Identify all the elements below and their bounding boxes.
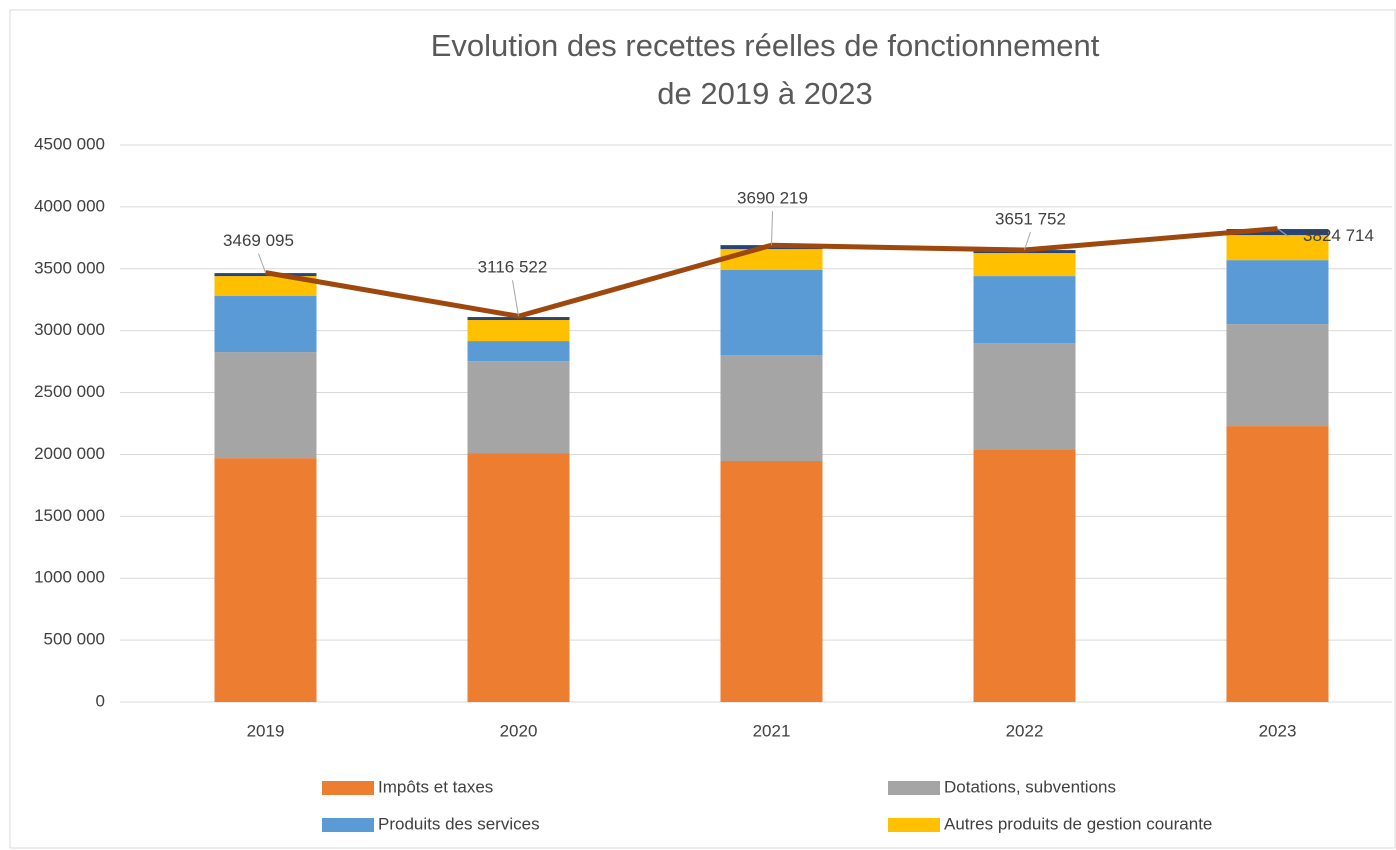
data-label: 3116 522 — [478, 258, 548, 277]
legend-label: Impôts et taxes — [378, 777, 493, 796]
data-label: 3690 219 — [737, 189, 808, 208]
bar-segment — [467, 361, 570, 454]
chart-title: de 2019 à 2023 — [657, 76, 873, 111]
bar-segment — [1226, 229, 1329, 236]
chart-title: Evolution des recettes réelles de foncti… — [431, 28, 1100, 63]
y-tick-label: 4500 000 — [34, 134, 105, 153]
bar-segment — [1226, 260, 1329, 325]
bar-segment — [1226, 426, 1329, 702]
legend-label: Produits des services — [378, 814, 540, 833]
total-line — [265, 226, 1278, 319]
legend-swatch — [322, 781, 374, 795]
bar-segment — [214, 276, 317, 297]
data-label: 3824 714 — [1303, 226, 1374, 245]
y-tick-label: 0 — [96, 691, 105, 710]
bar-segment — [973, 276, 1076, 344]
bar-segment — [973, 253, 1076, 277]
bar-segment — [720, 249, 823, 271]
bar-segment — [467, 453, 570, 702]
y-tick-label: 2000 000 — [34, 444, 105, 463]
leader-line — [258, 253, 266, 273]
y-tick-label: 500 000 — [44, 630, 105, 649]
bar-segment — [720, 355, 823, 462]
y-tick-label: 1500 000 — [34, 506, 105, 525]
data-label: 3651 752 — [995, 209, 1066, 228]
x-tick-label: 2022 — [1006, 721, 1044, 740]
y-tick-label: 4000 000 — [34, 196, 105, 215]
y-tick-label: 1000 000 — [34, 568, 105, 587]
x-tick-label: 2020 — [500, 721, 538, 740]
bar-segment — [1226, 235, 1329, 261]
x-tick-label: 2021 — [753, 721, 791, 740]
legend-label: Autres produits de gestion courante — [944, 814, 1212, 833]
leader-line — [1277, 228, 1289, 237]
bar-segment — [214, 458, 317, 702]
bar-segment — [467, 341, 570, 362]
legend-swatch — [888, 818, 940, 832]
x-tick-label: 2023 — [1259, 721, 1297, 740]
bar-segment — [720, 270, 823, 356]
data-label: 3469 095 — [223, 231, 294, 250]
bar-segment — [1226, 324, 1329, 427]
bar-segment — [214, 296, 317, 353]
bar-segment — [973, 449, 1076, 702]
leader-line — [1024, 231, 1031, 251]
bar-segment — [467, 320, 570, 342]
y-tick-label: 2500 000 — [34, 382, 105, 401]
y-tick-label: 3000 000 — [34, 320, 105, 339]
leader-line — [771, 211, 773, 246]
y-tick-label: 3500 000 — [34, 258, 105, 277]
legend-swatch — [888, 781, 940, 795]
x-tick-label: 2019 — [247, 721, 285, 740]
legend-label: Dotations, subventions — [944, 777, 1116, 796]
bar-segment — [214, 352, 317, 459]
legend-swatch — [322, 818, 374, 832]
leader-line — [512, 280, 519, 317]
bar-segment — [973, 343, 1076, 450]
bar-segment — [720, 461, 823, 702]
